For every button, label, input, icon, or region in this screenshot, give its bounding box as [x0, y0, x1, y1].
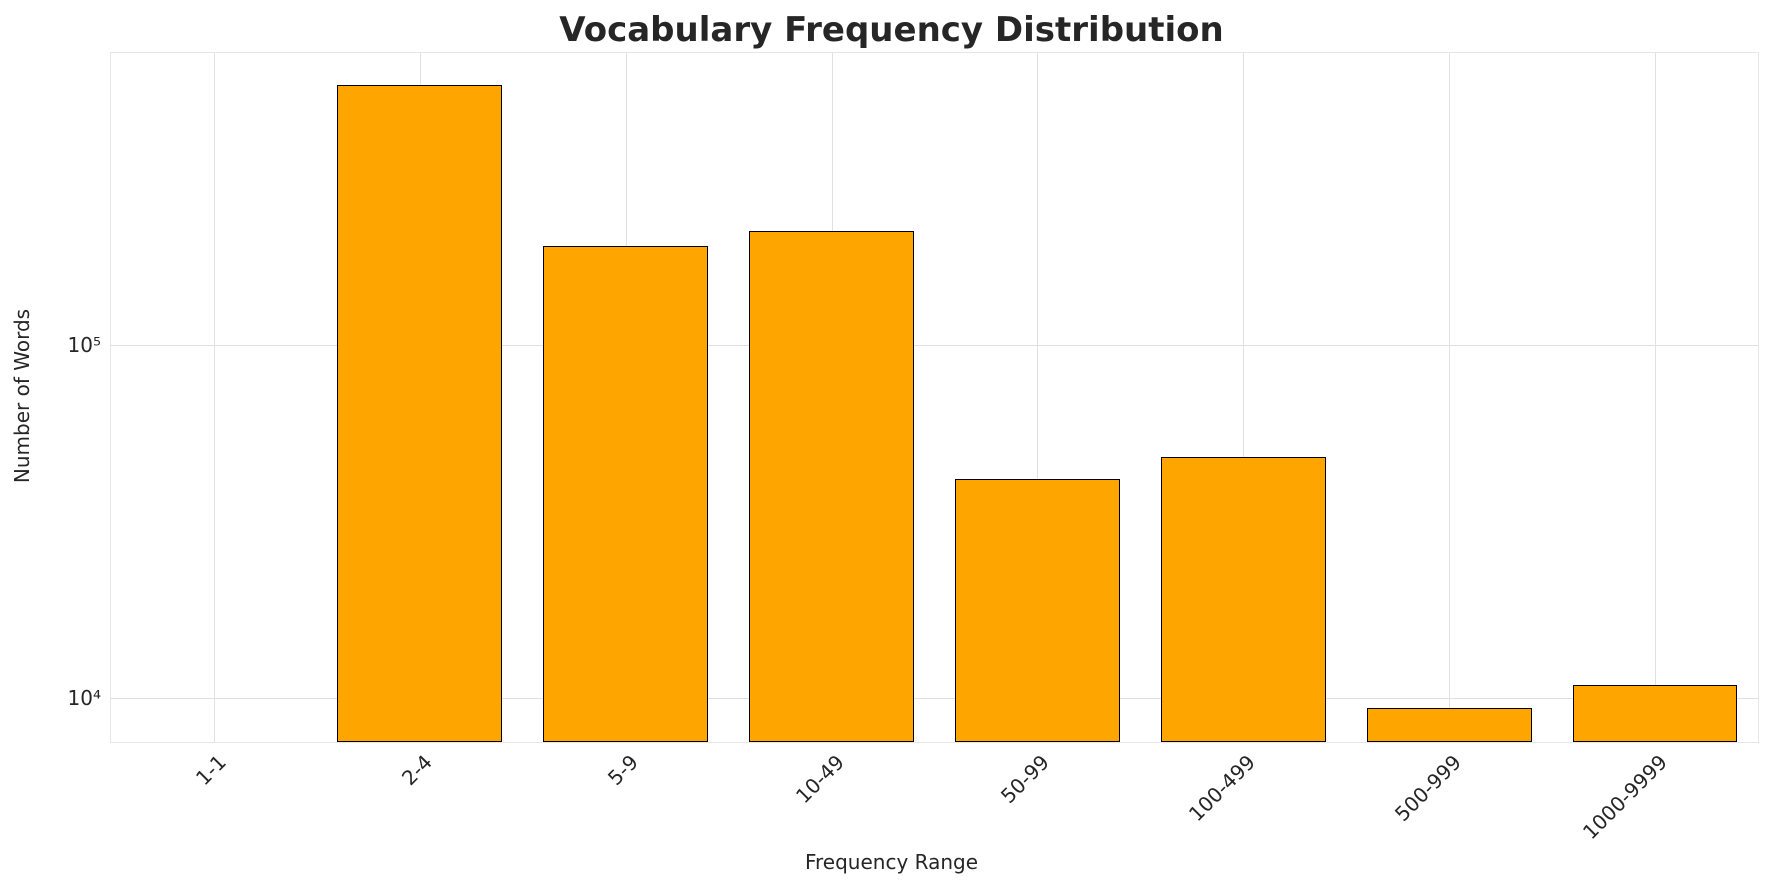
x-tick-label: 2-4: [396, 750, 437, 791]
x-tick-label: 500-999: [1390, 750, 1467, 827]
gridline-vertical: [1243, 53, 1245, 742]
bar-2-4: [337, 84, 503, 742]
gridline-vertical: [213, 53, 215, 742]
gridline-vertical: [1655, 53, 1657, 742]
x-tick-label: 50-99: [996, 750, 1055, 809]
gridline-horizontal: [111, 697, 1758, 699]
gridline-horizontal: [111, 344, 1758, 346]
bar-100-499: [1160, 457, 1326, 742]
x-tick-label: 1000-9999: [1577, 750, 1673, 845]
bar-500-999: [1366, 708, 1532, 742]
bar-10-49: [749, 231, 914, 742]
gridline-vertical: [1449, 53, 1451, 742]
chart-title: Vocabulary Frequency Distribution: [559, 10, 1224, 50]
x-axis-label: Frequency Range: [804, 850, 979, 874]
gridline-vertical: [1037, 53, 1039, 742]
plot-area: 10⁴ 10⁵ 1-1 2-4 5-9 10-49 50-99 100-499 500-999 1…: [68, 52, 1759, 844]
bar-5-9: [543, 246, 709, 742]
x-tick-label: 5-9: [602, 750, 643, 791]
x-tick-label: 10-49: [790, 750, 849, 809]
y-tick-label: 10⁵: [67, 332, 101, 357]
y-tick-label: 10⁴: [67, 685, 101, 710]
bar-50-99: [955, 478, 1120, 742]
y-axis-label: Number of Words: [10, 308, 34, 484]
x-tick-label: 100-499: [1184, 750, 1261, 827]
bar-1000-9999: [1572, 684, 1738, 742]
x-tick-label: 1-1: [190, 750, 231, 791]
